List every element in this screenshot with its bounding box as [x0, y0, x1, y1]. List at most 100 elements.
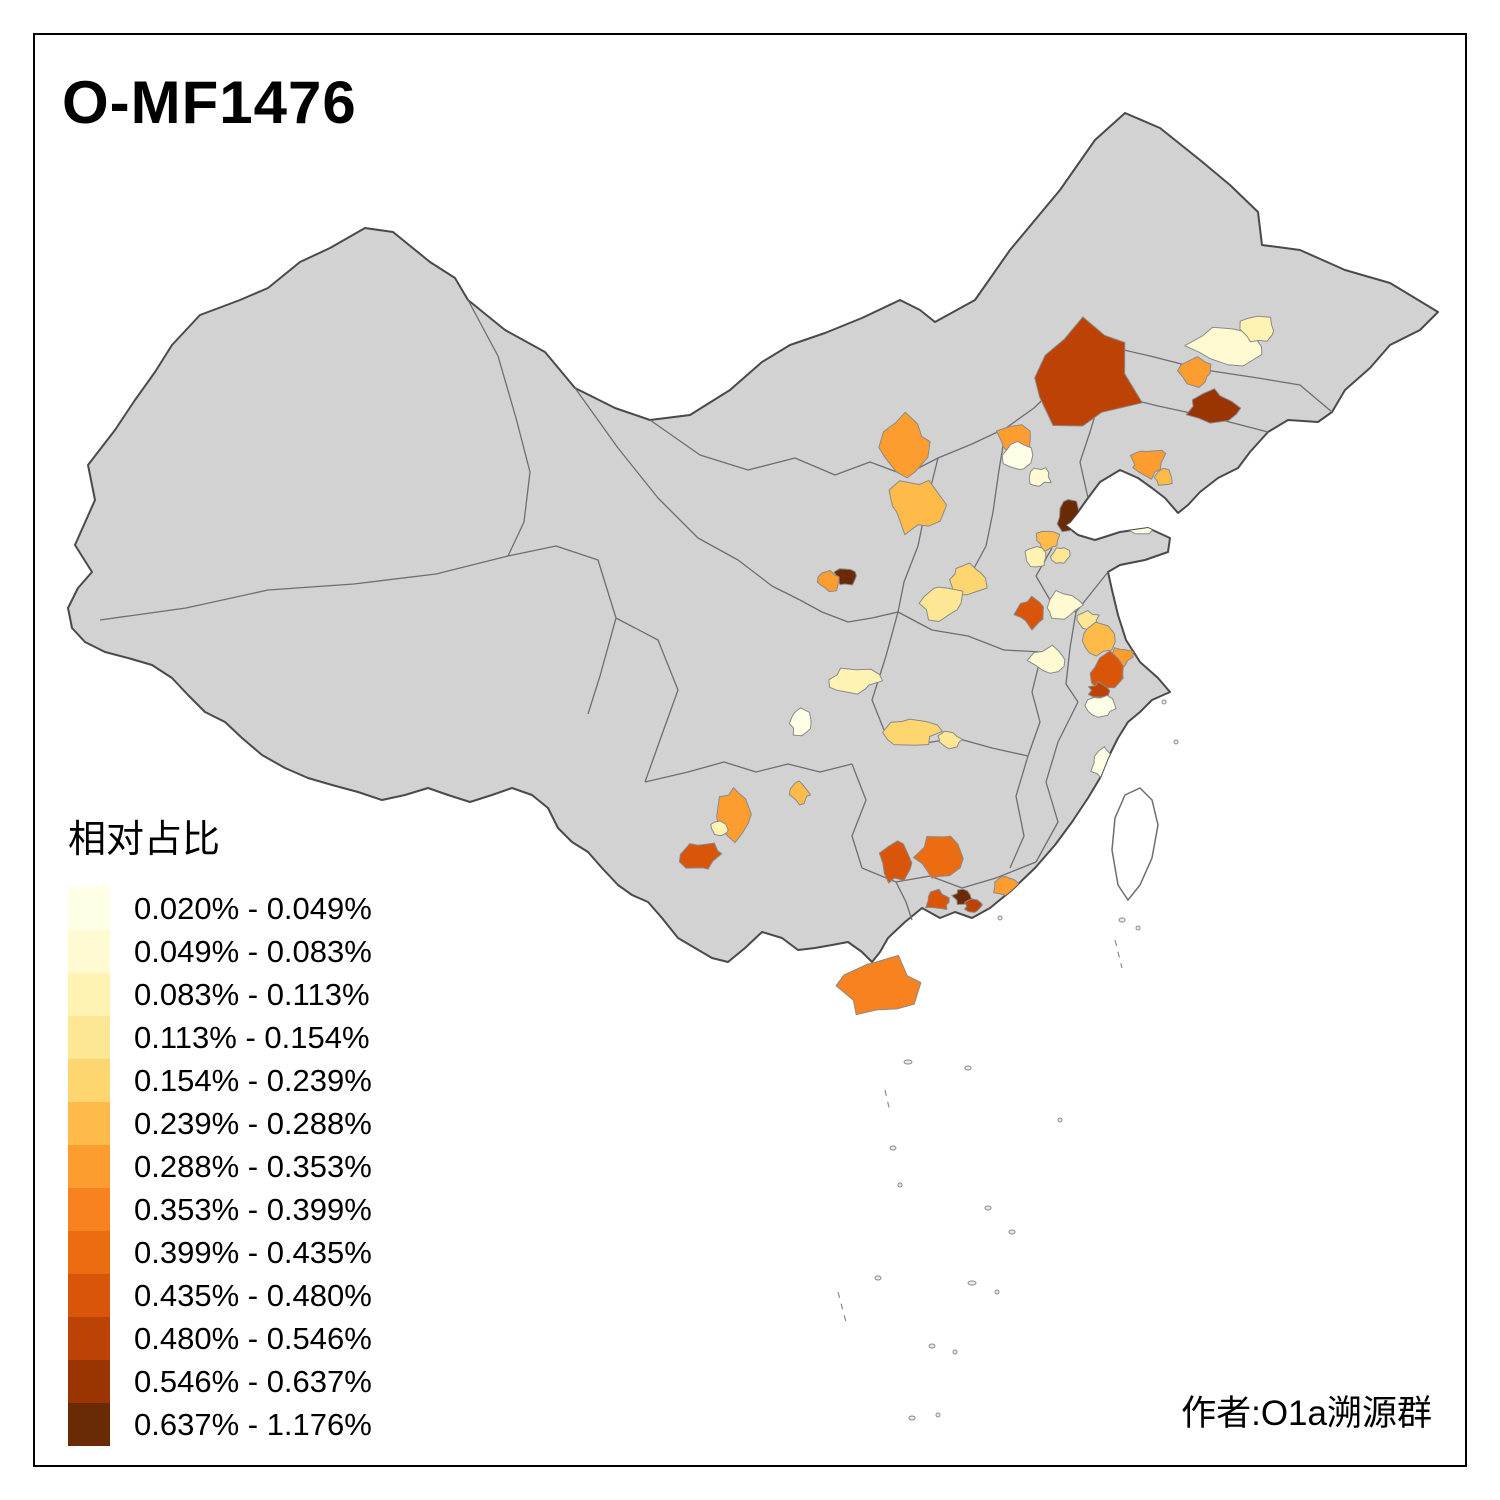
province-border: [1065, 611, 1079, 703]
map-region: [1130, 449, 1167, 480]
islet: [935, 1412, 941, 1418]
islet: [994, 1289, 1000, 1295]
province-border: [1009, 755, 1029, 869]
legend-swatch: [68, 973, 110, 1016]
islet: [967, 1280, 977, 1286]
map-region: [1028, 467, 1052, 487]
legend-item: 0.288% - 0.353%: [68, 1145, 372, 1188]
province-border: [851, 763, 867, 869]
legend-swatch: [68, 1317, 110, 1360]
map-region: [878, 411, 931, 479]
province-borders: [99, 299, 1333, 921]
legend-swatch: [68, 1274, 110, 1317]
map-region: [1034, 316, 1143, 427]
map-region: [678, 842, 723, 870]
map-region: [816, 570, 840, 593]
legend-label: 0.637% - 1.176%: [134, 1406, 372, 1442]
legend-swatch: [68, 887, 110, 930]
islet: [908, 1415, 916, 1421]
map-region: [1239, 315, 1275, 343]
province-border: [467, 299, 531, 557]
taiwan-outline: [1111, 787, 1159, 902]
map-region: [964, 898, 983, 913]
map-region: [1089, 650, 1124, 690]
map-region: [925, 888, 950, 910]
legend-item: 0.353% - 0.399%: [68, 1188, 372, 1231]
legend-swatch: [68, 1360, 110, 1403]
map-region: [888, 479, 948, 536]
map-region: [1153, 467, 1173, 486]
map-region: [913, 835, 964, 879]
islet: [897, 1182, 903, 1188]
taiwan-island: [1111, 787, 1159, 902]
legend-item: 0.399% - 0.435%: [68, 1231, 372, 1274]
legend-label: 0.435% - 0.480%: [134, 1277, 372, 1313]
sea-islets: [837, 699, 1179, 1421]
islet: [1057, 1117, 1063, 1123]
map-region: [788, 707, 812, 737]
legend-swatch: [68, 1231, 110, 1274]
islet: [928, 1343, 936, 1349]
page-title: O-MF1476: [62, 69, 357, 136]
legend-label: 0.546% - 0.637%: [134, 1363, 372, 1399]
legend-label: 0.288% - 0.353%: [134, 1148, 372, 1184]
map-region: [788, 780, 812, 806]
map-region: [1185, 388, 1242, 424]
province-border: [644, 761, 853, 783]
islet: [997, 915, 1003, 921]
map-region: [710, 820, 729, 836]
province-border: [574, 387, 801, 601]
legend-item: 0.435% - 0.480%: [68, 1274, 372, 1317]
legend-item: 0.239% - 0.288%: [68, 1102, 372, 1145]
islet: [1161, 699, 1167, 705]
province-border: [1027, 651, 1043, 757]
legend-label: 0.239% - 0.288%: [134, 1105, 372, 1141]
province-border: [99, 555, 509, 621]
map-region: [1001, 440, 1034, 471]
legend-label: 0.083% - 0.113%: [134, 976, 370, 1012]
island-regions: [835, 954, 922, 1016]
province-border: [897, 611, 1043, 653]
sea-boundary-dash: [837, 1291, 847, 1323]
map-region: [835, 954, 922, 1016]
province-border: [799, 599, 899, 623]
province-border: [615, 617, 679, 783]
legend-label: 0.113% - 0.154%: [134, 1019, 370, 1055]
legend-swatch: [68, 1016, 110, 1059]
mainland: [67, 112, 1439, 963]
legend-label: 0.020% - 0.049%: [134, 890, 372, 926]
islet: [964, 1065, 972, 1071]
map-region: [1026, 644, 1066, 674]
map-region: [1013, 595, 1044, 631]
legend-items: 0.020% - 0.049% 0.049% - 0.083% 0.083% - 0…: [68, 887, 372, 1446]
islet: [874, 1275, 882, 1281]
author-credit: 作者:O1a溯源群: [1181, 1394, 1432, 1433]
legend-label: 0.399% - 0.435%: [134, 1234, 372, 1270]
map-region: [937, 730, 964, 750]
map-region: [1046, 590, 1084, 620]
legend-swatch: [68, 1403, 110, 1446]
map-region: [1024, 546, 1047, 568]
legend-item: 0.113% - 0.154%: [68, 1016, 372, 1059]
province-border: [507, 545, 617, 715]
legend-label: 0.480% - 0.546%: [134, 1320, 372, 1356]
legend-label: 0.049% - 0.083%: [134, 933, 372, 969]
legend-label: 0.353% - 0.399%: [134, 1191, 372, 1227]
legend-item: 0.049% - 0.083%: [68, 930, 372, 973]
legend-item: 0.546% - 0.637%: [68, 1360, 372, 1403]
islet: [952, 1349, 958, 1355]
map-region: [918, 586, 964, 622]
legend-label: 0.154% - 0.239%: [134, 1062, 372, 1098]
map-region: [1084, 694, 1117, 718]
map-region: [1081, 621, 1116, 657]
islet: [1118, 917, 1126, 923]
legend-item: 0.020% - 0.049%: [68, 887, 372, 930]
map-region: [949, 562, 988, 596]
islet: [889, 1145, 897, 1151]
province-border: [971, 427, 1007, 573]
legend-title: 相对占比: [68, 819, 221, 861]
legend-item: 0.480% - 0.546%: [68, 1317, 372, 1360]
legend-item: 0.154% - 0.239%: [68, 1059, 372, 1102]
